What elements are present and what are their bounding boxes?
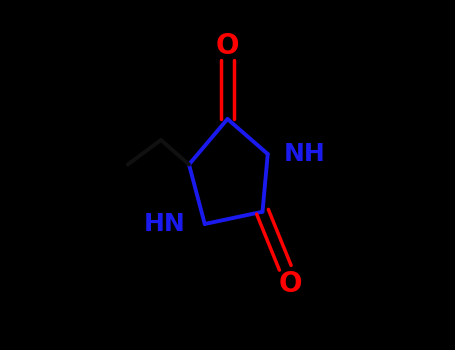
Text: HN: HN <box>144 212 186 236</box>
Text: O: O <box>279 270 302 298</box>
Text: O: O <box>216 32 239 60</box>
Text: NH: NH <box>283 142 325 166</box>
